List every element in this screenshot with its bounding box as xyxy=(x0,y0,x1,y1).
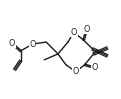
Text: O: O xyxy=(71,28,77,37)
Text: O: O xyxy=(91,63,98,72)
Text: O: O xyxy=(83,25,90,34)
Text: O: O xyxy=(73,67,79,76)
Text: O: O xyxy=(8,39,15,48)
Text: O: O xyxy=(29,40,36,49)
